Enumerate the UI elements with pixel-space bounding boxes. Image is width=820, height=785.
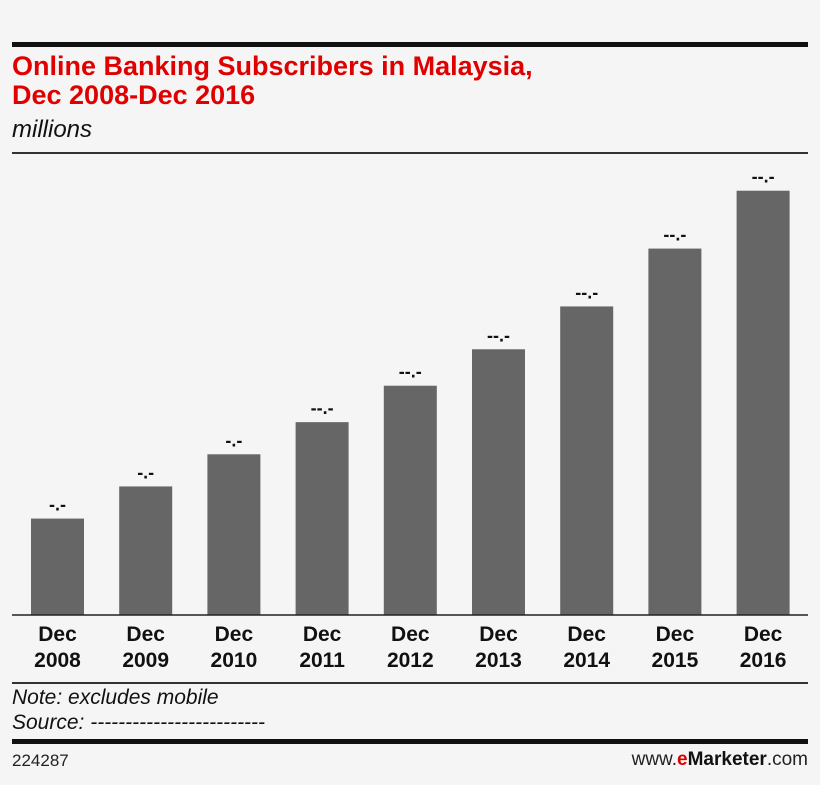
x-tick-label: 2014 [563,649,610,672]
chart-note: Note: excludes mobile [12,686,219,709]
notes-rule [12,682,808,684]
bottom-rule [12,739,808,744]
brand-prefix: www. [631,749,678,770]
chart-id: 224287 [12,751,69,770]
bar [560,306,614,615]
data-label: --.- [399,362,422,382]
x-tick-label: 2016 [740,649,787,672]
x-tick-label: 2015 [652,649,699,672]
brand-suffix: .com [766,749,808,770]
title-line-2: Dec 2008-Dec 2016 [12,80,256,110]
x-tick-label: Dec [567,623,606,646]
brand-name: Marketer [687,749,767,770]
bar [119,486,173,615]
x-tick-label: 2010 [211,649,258,672]
brand-link[interactable]: www.eMarketer.com [632,749,808,771]
chart-source: Source: ------------------------- [12,711,266,734]
bar [736,190,790,615]
bar [31,518,84,615]
data-label: -.- [49,495,66,515]
bar [295,422,349,615]
x-tick-label: Dec [391,623,430,646]
title-line-1: Online Banking Subscribers in Malaysia, [12,51,533,81]
x-tick-label: Dec [215,623,254,646]
brand-e: e [677,749,688,770]
data-label: --.- [663,225,686,245]
top-rule [12,42,808,47]
x-tick-label: 2011 [299,649,345,672]
data-label: --.- [752,167,775,187]
data-label: -.- [225,430,242,450]
x-tick-label: 2013 [475,649,522,672]
x-tick-label: Dec [303,623,342,646]
bar [472,349,525,615]
x-tick-label: 2008 [34,649,81,672]
chart-title: Online Banking Subscribers in Malaysia, … [12,52,792,110]
x-tick-label: 2012 [387,649,434,672]
bar [207,454,261,615]
x-tick-label: Dec [126,623,165,646]
subtitle-rule [12,152,808,154]
x-tick-label: Dec [38,623,77,646]
chart-subtitle: millions [12,116,93,143]
data-label: -.- [137,462,154,482]
data-label: --.- [311,398,334,418]
bar [383,385,437,615]
bar-chart: -.- Dec 2008 -.- Dec 2009 -.- Dec 2010 --.- Dec 201… [12,167,808,672]
x-tick-label: Dec [744,623,783,646]
x-tick-label: Dec [656,623,695,646]
x-tick-label: Dec [479,623,518,646]
bar [648,248,702,616]
data-label: --.- [575,282,598,302]
x-tick-label: 2009 [122,649,169,672]
data-label: --.- [487,325,510,345]
